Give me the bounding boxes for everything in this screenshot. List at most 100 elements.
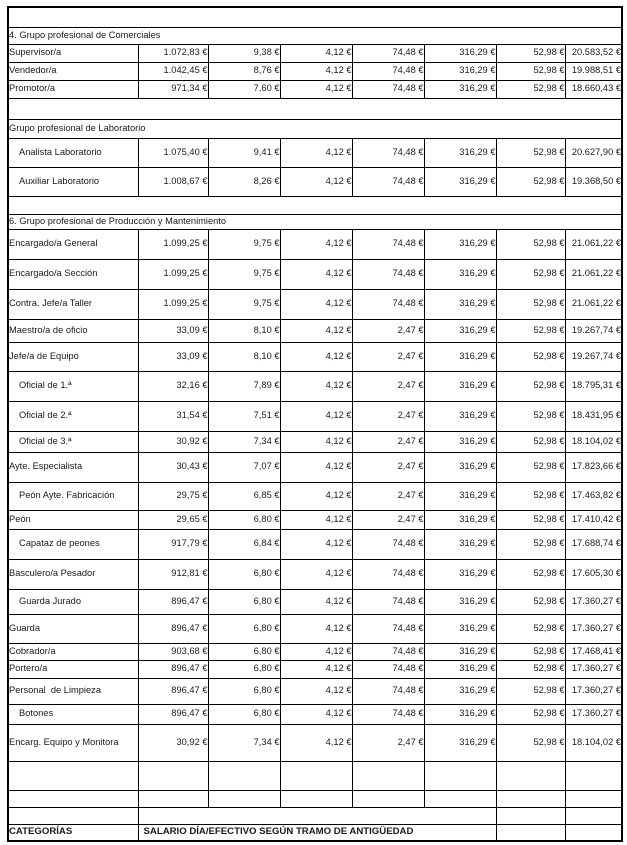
empty-cell: [495, 806, 566, 825]
value-cell: 52,98 €: [495, 509, 566, 530]
category-cell: Encarg. Equipo y Monitora: [7, 723, 139, 762]
value-cell: 20.627,90 €: [564, 137, 623, 168]
value-cell: 316,29 €: [423, 642, 497, 661]
value-cell: 17.360,27 €: [564, 588, 623, 615]
value-cell: 4,12 €: [279, 677, 353, 705]
value-cell: 4,12 €: [279, 659, 353, 679]
table-row: Ayte. Especialista 30,43 €7,07 €4,12 €2,4…: [7, 451, 623, 483]
value-cell: 7,34 €: [207, 723, 281, 762]
value-cell: 33,09 €: [137, 341, 209, 372]
table-row: Encargado/a General 1.099,25 €9,75 €4,12 …: [7, 228, 623, 260]
value-cell: 52,98 €: [495, 558, 566, 590]
table-row: Encarg. Equipo y Monitora 30,92 €7,34 €4,…: [7, 723, 623, 762]
value-cell: 18.660,43 €: [564, 79, 623, 99]
value-cell: 7,60 €: [207, 79, 281, 99]
table-row: Basculero/a Pesador 912,81 €6,80 €4,12 €7…: [7, 558, 623, 590]
spacer-cell: [7, 97, 623, 120]
value-cell: 18.431,95 €: [564, 400, 623, 432]
footer-salary-cell: SALARIO DÍA/EFECTIVO SEGÚN TRAMO DE ANTI…: [137, 823, 497, 842]
value-cell: 9,38 €: [207, 43, 281, 63]
value-cell: 74,48 €: [351, 258, 425, 290]
value-cell: 316,29 €: [423, 228, 497, 260]
value-cell: 9,41 €: [207, 137, 281, 168]
value-cell: 17.360,27 €: [564, 703, 623, 725]
category-cell: Maestro/a de oficio: [7, 318, 139, 343]
table-row: Cobrador/a 903,68 €6,80 €4,12 €74,48 €316…: [7, 642, 623, 661]
value-cell: 52,98 €: [495, 370, 566, 402]
value-cell: 74,48 €: [351, 43, 425, 63]
value-cell: 21.061,22 €: [564, 258, 623, 290]
table-row: Auxiliar Laboratorio 1.008,67 €8,26 €4,12…: [7, 166, 623, 197]
value-cell: 316,29 €: [423, 43, 497, 63]
value-cell: 1.072,83 €: [137, 43, 209, 63]
value-cell: 2,47 €: [351, 451, 425, 483]
value-cell: 52,98 €: [495, 61, 566, 81]
value-cell: 17.410,42 €: [564, 509, 623, 530]
value-cell: 4,12 €: [279, 43, 353, 63]
value-cell: 316,29 €: [423, 400, 497, 432]
value-cell: 52,98 €: [495, 588, 566, 615]
value-cell: 2,47 €: [351, 723, 425, 762]
value-cell: 6,80 €: [207, 703, 281, 725]
empty-cell: [495, 789, 566, 808]
empty-merged-row: [7, 806, 623, 825]
value-cell: 316,29 €: [423, 341, 497, 372]
value-cell: 29,75 €: [137, 481, 209, 511]
value-cell: 4,12 €: [279, 430, 353, 453]
value-cell: 316,29 €: [423, 137, 497, 168]
value-cell: 52,98 €: [495, 703, 566, 725]
category-cell: Supervisor/a: [7, 43, 139, 63]
value-cell: 316,29 €: [423, 723, 497, 762]
value-cell: 17.605,30 €: [564, 558, 623, 590]
value-cell: 896,47 €: [137, 703, 209, 725]
category-cell: Jefe/a de Equipo: [7, 341, 139, 372]
value-cell: 52,98 €: [495, 430, 566, 453]
value-cell: 4,12 €: [279, 723, 353, 762]
value-cell: 74,48 €: [351, 228, 425, 260]
spacer-row: [7, 97, 623, 120]
footer-categories-cell: CATEGORÍAS: [7, 823, 139, 842]
category-cell: Promotor/a: [7, 79, 139, 99]
empty-cell: [137, 789, 209, 808]
value-cell: 7,89 €: [207, 370, 281, 402]
empty-cell: [279, 760, 353, 791]
category-cell: Oficial de 1.ª: [7, 370, 139, 402]
empty-row: [7, 789, 623, 808]
value-cell: 4,12 €: [279, 61, 353, 81]
value-cell: 4,12 €: [279, 400, 353, 432]
table-row: Maestro/a de oficio 33,09 €8,10 €4,12 €2,…: [7, 318, 623, 343]
value-cell: 6,85 €: [207, 481, 281, 511]
value-cell: 4,12 €: [279, 558, 353, 590]
value-cell: 52,98 €: [495, 43, 566, 63]
value-cell: 17.688,74 €: [564, 528, 623, 560]
value-cell: 4,12 €: [279, 613, 353, 644]
value-cell: 52,98 €: [495, 723, 566, 762]
value-cell: 316,29 €: [423, 588, 497, 615]
category-cell: Encargado/a Sección: [7, 258, 139, 290]
value-cell: 74,48 €: [351, 79, 425, 99]
value-cell: 2,47 €: [351, 430, 425, 453]
spacer-cell: [7, 6, 623, 28]
value-cell: 21.061,22 €: [564, 228, 623, 260]
value-cell: 2,47 €: [351, 400, 425, 432]
value-cell: 8,10 €: [207, 318, 281, 343]
value-cell: 316,29 €: [423, 451, 497, 483]
category-cell: Analista Laboratorio: [7, 137, 139, 168]
section-header: Grupo profesional de Laboratorio: [7, 118, 623, 139]
salary-table: 4. Grupo profesional de Comerciales Super…: [7, 6, 623, 842]
value-cell: 912,81 €: [137, 558, 209, 590]
value-cell: 2,47 €: [351, 509, 425, 530]
value-cell: 4,12 €: [279, 258, 353, 290]
section-header-row: 4. Grupo profesional de Comerciales: [7, 26, 623, 45]
table-row: Botones 896,47 €6,80 €4,12 €74,48 €316,29…: [7, 703, 623, 725]
value-cell: 2,47 €: [351, 481, 425, 511]
value-cell: 316,29 €: [423, 318, 497, 343]
value-cell: 6,80 €: [207, 588, 281, 615]
value-cell: 6,80 €: [207, 509, 281, 530]
category-cell: Botones: [7, 703, 139, 725]
category-cell: Personal de Limpieza: [7, 677, 139, 705]
value-cell: 8,26 €: [207, 166, 281, 197]
value-cell: 316,29 €: [423, 659, 497, 679]
value-cell: 19.267,74 €: [564, 318, 623, 343]
value-cell: 4,12 €: [279, 341, 353, 372]
